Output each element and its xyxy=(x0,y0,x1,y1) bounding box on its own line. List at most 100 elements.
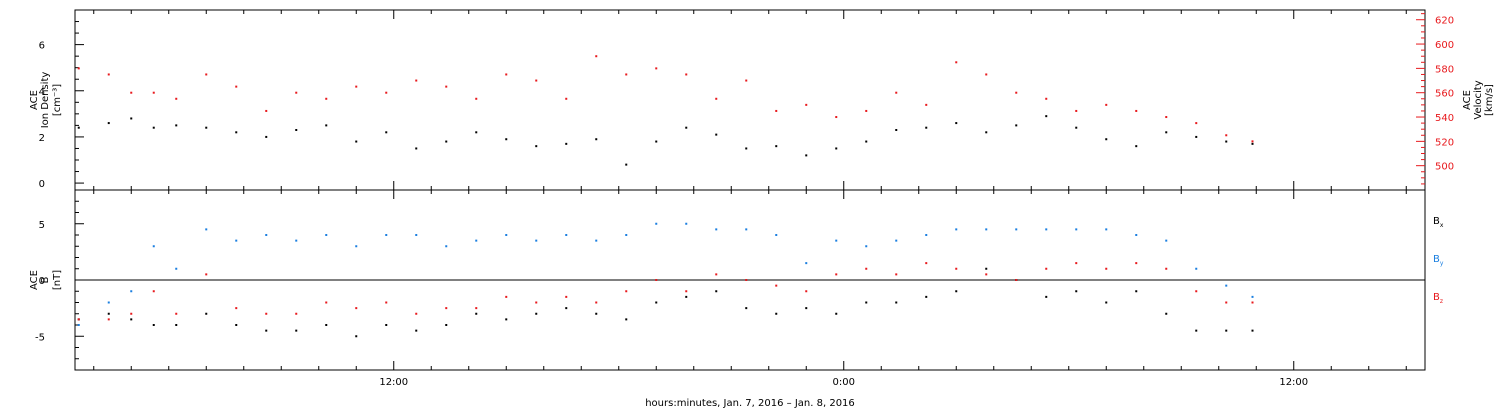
axis-ticks xyxy=(75,9,1425,370)
data-point-bx xyxy=(1251,329,1254,332)
data-points xyxy=(77,55,1254,338)
data-point xyxy=(355,85,358,88)
data-point-bx xyxy=(415,329,418,332)
data-point xyxy=(175,97,178,100)
data-point-by xyxy=(985,228,988,231)
data-point-bz xyxy=(130,312,133,315)
data-point-bz xyxy=(1225,301,1228,304)
data-point-bx xyxy=(475,312,478,315)
data-point xyxy=(1075,126,1078,129)
legend-bx: Bx xyxy=(1433,216,1444,229)
data-point xyxy=(107,73,110,76)
data-point-bz xyxy=(325,301,328,304)
top-left-label-line2: Ion Density xyxy=(40,72,51,129)
data-point xyxy=(1135,145,1138,148)
top-right-tick-label: 620 xyxy=(1435,16,1454,27)
data-point-bx xyxy=(1045,295,1048,298)
bottom-left-label-line1: ACE xyxy=(29,270,40,290)
data-point-by xyxy=(1045,228,1048,231)
data-point-bx xyxy=(1195,329,1198,332)
data-point-bx xyxy=(152,324,155,326)
data-point-bz xyxy=(745,279,748,281)
data-point-bz xyxy=(505,295,508,298)
data-point-by xyxy=(385,234,388,236)
data-point-by xyxy=(955,228,958,231)
data-point-by xyxy=(1075,228,1078,231)
data-point xyxy=(505,73,508,76)
data-point-bz xyxy=(1165,267,1168,270)
data-point-bz xyxy=(205,273,208,276)
legend-bz: Bz xyxy=(1433,292,1443,305)
data-point xyxy=(475,131,478,134)
data-point xyxy=(1195,122,1198,125)
data-point-bx xyxy=(205,312,208,315)
data-point xyxy=(895,129,898,131)
data-point xyxy=(565,97,568,100)
data-point-bz xyxy=(565,295,568,298)
data-point xyxy=(955,61,958,64)
data-point-bz xyxy=(1075,262,1078,265)
data-point xyxy=(955,122,958,125)
bottom-left-tick-label: 0 xyxy=(39,276,45,287)
data-point xyxy=(1045,97,1048,100)
data-point-bx xyxy=(445,324,448,326)
top-right-tick-label: 580 xyxy=(1435,64,1454,75)
bottom-left-axis-label: ACE B [nT] xyxy=(29,270,63,290)
data-point-bx xyxy=(355,335,358,338)
data-point xyxy=(715,133,718,136)
data-point-by xyxy=(265,234,268,236)
data-point-bx xyxy=(925,295,928,298)
top-left-label-line3: [cm⁻³] xyxy=(52,84,63,116)
data-point-bz xyxy=(925,262,928,265)
data-point-by xyxy=(715,228,718,231)
data-point-bz xyxy=(1105,267,1108,270)
data-point-bz xyxy=(955,267,958,270)
data-point-bx xyxy=(685,295,688,298)
x-tick-label: 0:00 xyxy=(833,377,855,388)
data-point xyxy=(775,145,778,148)
data-point xyxy=(775,109,778,112)
data-point-bz xyxy=(1015,279,1018,281)
data-point xyxy=(1225,140,1228,143)
data-point-bx xyxy=(1165,312,1168,315)
data-point-bz xyxy=(595,301,598,304)
data-point xyxy=(715,97,718,100)
data-point-bx xyxy=(625,318,628,321)
data-point-bx xyxy=(295,329,298,332)
data-point-bz xyxy=(107,318,110,321)
data-point-bx xyxy=(985,267,988,270)
top-right-tick-label: 540 xyxy=(1435,113,1454,124)
data-point-bz xyxy=(415,312,418,315)
data-point-bx xyxy=(655,301,658,304)
top-right-tick-label: 600 xyxy=(1435,40,1454,51)
data-point xyxy=(835,116,838,119)
data-point xyxy=(595,138,598,141)
top-left-tick-label: 4 xyxy=(39,87,45,98)
data-point xyxy=(77,126,80,129)
data-point-bz xyxy=(895,273,898,276)
data-point-by xyxy=(835,239,838,242)
data-point xyxy=(655,140,658,143)
data-point-bz xyxy=(1135,262,1138,265)
data-point-bz xyxy=(1195,290,1198,293)
data-point xyxy=(445,140,448,143)
data-point-by xyxy=(505,234,508,236)
data-point-bz xyxy=(535,301,538,304)
data-point-by xyxy=(1195,267,1198,270)
data-point xyxy=(385,91,388,94)
data-point xyxy=(205,126,208,129)
data-point-bx xyxy=(775,312,778,315)
data-point xyxy=(152,126,155,129)
data-point xyxy=(295,91,298,94)
data-point xyxy=(152,91,155,94)
data-point xyxy=(415,79,418,82)
data-point-bx xyxy=(1135,290,1138,293)
data-point-bx xyxy=(745,307,748,310)
data-point-by xyxy=(325,234,328,236)
data-point xyxy=(475,97,478,100)
bottom-left-tick-label: 5 xyxy=(39,220,45,231)
data-point-bx xyxy=(535,312,538,315)
top-right-label-line3: [km/s] xyxy=(1484,84,1495,116)
top-right-tick-label: 520 xyxy=(1435,137,1454,148)
